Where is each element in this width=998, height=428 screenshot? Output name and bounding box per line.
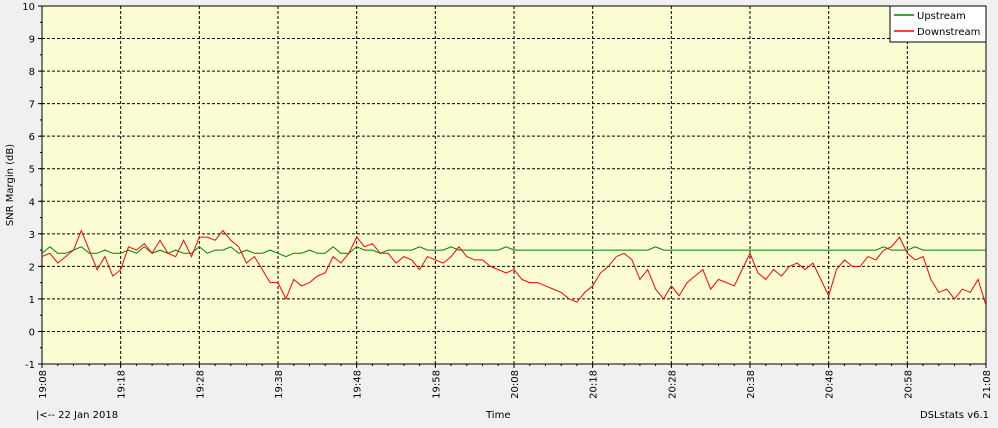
x-tick-label: 19:38 [274,370,285,399]
series-lines [41,229,987,306]
x-tick-label: 20:48 [825,370,836,399]
y-tick-label: 5 [29,165,35,176]
x-tick-label: 20:28 [667,370,678,399]
x-axis-ticks: 19:08 19:18 19:28 19:38 19:48 19:58 20:08 20:18… [38,364,993,399]
series-line-upstream [41,246,986,258]
y-tick-label: 3 [29,230,35,241]
x-axis-label: Time [486,410,511,421]
x-tick-label: 20:08 [510,370,521,399]
x-tick-label: 20:38 [746,370,757,399]
x-tick-label: 19:28 [195,370,206,399]
x-tick-label: 19:08 [38,370,49,399]
y-tick-label: 7 [29,100,35,111]
y-tick-label: -1 [25,360,35,371]
y-tick-label: 6 [29,132,35,143]
legend-label-upstream: Upstream [917,11,966,22]
x-tick-label: 21:08 [982,370,993,399]
plot-area [41,5,987,365]
y-tick-label: 10 [22,2,35,13]
legend-label-downstream: Downstream [917,27,980,38]
x-tick-label: 19:58 [431,370,442,399]
y-tick-label: 2 [29,262,35,273]
grid-lines [42,6,986,364]
x-tick-label: 20:58 [903,370,914,399]
legend-box [889,5,987,43]
y-tick-label: 8 [29,67,35,78]
y-tick-label: 4 [29,197,35,208]
y-tick-label: 0 [29,327,35,338]
x-tick-label: 19:48 [353,370,364,399]
app-version-label: DSLstats v6.1 [920,410,990,421]
y-axis-label: SNR Margin (dB) [5,144,16,226]
y-tick-label: 1 [29,295,35,306]
date-range-label: |<-- 22 Jan 2018 [36,410,119,421]
x-tick-label: 19:18 [117,370,128,399]
y-axis-ticks: -1 0 1 2 3 4 5 6 7 8 9 10 [22,2,42,371]
y-tick-label: 9 [29,35,35,46]
legend: Upstream Downstream [889,5,987,43]
x-tick-label: 20:18 [589,370,600,399]
series-line-downstream [41,229,987,306]
